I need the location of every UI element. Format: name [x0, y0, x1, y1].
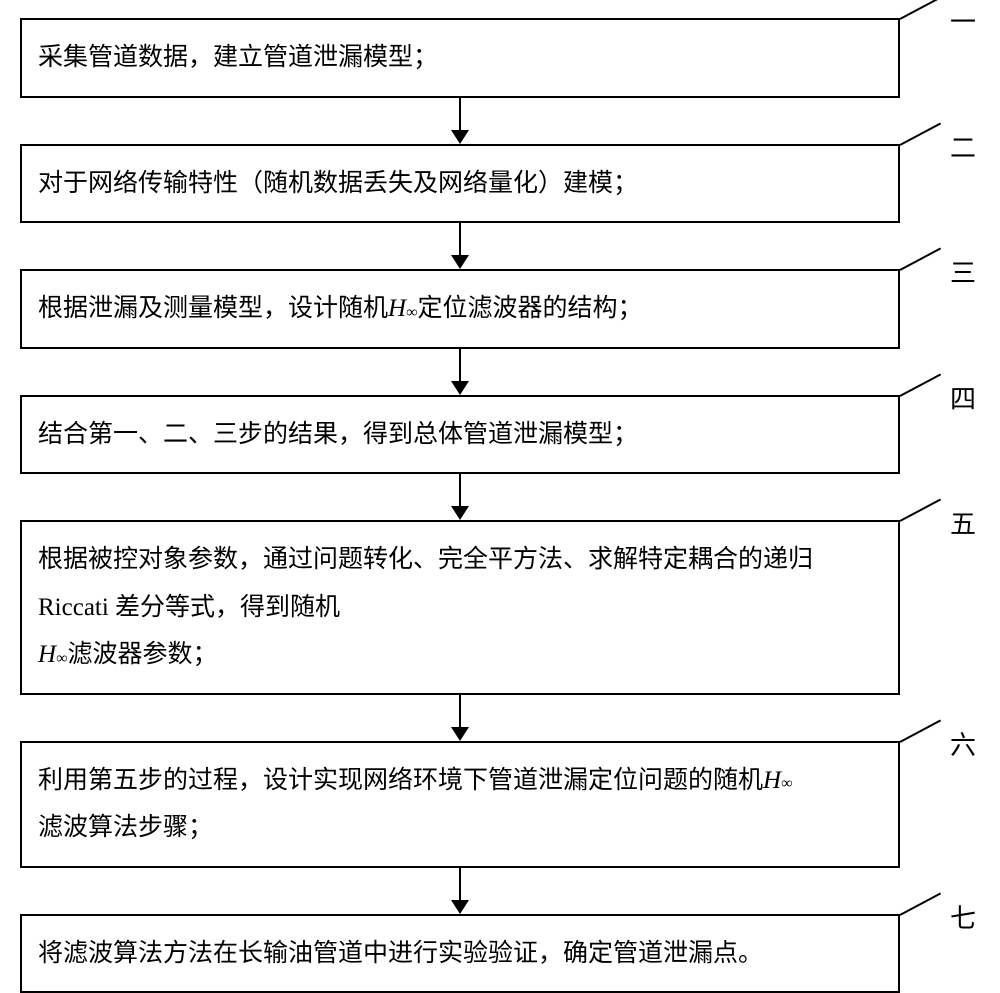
arrow-stem	[459, 474, 461, 508]
arrow-stem	[459, 223, 461, 257]
flow-step-box: 根据泄漏及测量模型，设计随机 H∞ 定位滤波器的结构；	[20, 269, 900, 349]
step-text-segment: ∞	[406, 298, 417, 328]
step-text-segment: 滤波器参数；	[67, 631, 217, 679]
label-connector-line	[900, 373, 942, 396]
flow-step-box: 将滤波算法方法在长输油管道中进行实验验证，确定管道泄漏点。	[20, 914, 900, 993]
flow-step-box: 利用第五步的过程，设计实现网络环境下管道泄漏定位问题的随机 H∞ 滤波算法步骤；	[20, 741, 900, 868]
flow-arrow	[20, 223, 900, 269]
flow-step-row: 结合第一、二、三步的结果，得到总体管道泄漏模型；四	[20, 395, 980, 475]
flow-arrow	[20, 868, 900, 914]
step-number-label: 二	[938, 128, 988, 165]
flow-arrow	[20, 695, 900, 741]
step-number-label: 四	[938, 379, 988, 416]
step-text-segment: H	[388, 285, 406, 333]
flow-step-row: 根据被控对象参数，通过问题转化、完全平方法、求解特定耦合的递归 Riccati …	[20, 520, 980, 695]
step-number-label: 七	[938, 898, 988, 935]
arrow-stem	[459, 349, 461, 383]
arrow-head-icon	[451, 130, 469, 144]
step-number-label: 一	[938, 2, 988, 39]
label-connector-line	[900, 499, 942, 522]
arrow-head-icon	[451, 381, 469, 395]
step-text-segment: ∞	[56, 644, 67, 674]
flow-arrow	[20, 349, 900, 395]
step-text-segment: 采集管道数据，建立管道泄漏模型；	[38, 34, 438, 82]
label-connector-line	[900, 719, 942, 742]
flow-step-row: 利用第五步的过程，设计实现网络环境下管道泄漏定位问题的随机 H∞ 滤波算法步骤；…	[20, 741, 980, 868]
flow-step-row: 根据泄漏及测量模型，设计随机 H∞ 定位滤波器的结构；三	[20, 269, 980, 349]
step-text-segment: H	[38, 631, 56, 679]
step-text-segment: H	[763, 757, 781, 805]
label-connector-line	[900, 122, 942, 145]
label-connector-line	[900, 0, 942, 20]
arrow-stem	[459, 868, 461, 902]
step-text-segment: 结合第一、二、三步的结果，得到总体管道泄漏模型；	[38, 411, 638, 459]
step-number-label: 六	[938, 725, 988, 762]
flow-step-box: 根据被控对象参数，通过问题转化、完全平方法、求解特定耦合的递归 Riccati …	[20, 520, 900, 695]
flow-step-box: 采集管道数据，建立管道泄漏模型；	[20, 18, 900, 98]
step-text-segment: 滤波算法步骤；	[38, 804, 213, 852]
step-text-segment: 根据泄漏及测量模型，设计随机	[38, 285, 388, 333]
step-text-segment: 利用第五步的过程，设计实现网络环境下管道泄漏定位问题的随机	[38, 757, 763, 805]
flow-step-row: 对于网络传输特性（随机数据丢失及网络量化）建模；二	[20, 144, 980, 224]
arrow-head-icon	[451, 255, 469, 269]
arrow-head-icon	[451, 727, 469, 741]
flow-step-row: 采集管道数据，建立管道泄漏模型；一	[20, 18, 980, 98]
step-text-segment: 对于网络传输特性（随机数据丢失及网络量化）建模；	[38, 160, 638, 208]
flowchart-container: 采集管道数据，建立管道泄漏模型；一对于网络传输特性（随机数据丢失及网络量化）建模…	[20, 18, 980, 993]
arrow-head-icon	[451, 506, 469, 520]
step-number-label: 三	[938, 253, 988, 290]
arrow-stem	[459, 98, 461, 132]
flow-step-box: 结合第一、二、三步的结果，得到总体管道泄漏模型；	[20, 395, 900, 475]
label-connector-line	[900, 892, 942, 915]
step-text-segment: 定位滤波器的结构；	[417, 285, 642, 333]
step-number-label: 五	[938, 504, 988, 541]
flow-arrow	[20, 474, 900, 520]
label-connector-line	[900, 248, 942, 271]
arrow-stem	[459, 695, 461, 729]
flow-step-box: 对于网络传输特性（随机数据丢失及网络量化）建模；	[20, 144, 900, 224]
flow-arrow	[20, 98, 900, 144]
step-text-segment: 将滤波算法方法在长输油管道中进行实验验证，确定管道泄漏点。	[38, 930, 763, 978]
step-text-segment: ∞	[781, 769, 792, 799]
arrow-head-icon	[451, 900, 469, 914]
step-text-segment: 根据被控对象参数，通过问题转化、完全平方法、求解特定耦合的递归 Riccati …	[38, 536, 882, 631]
flow-step-row: 将滤波算法方法在长输油管道中进行实验验证，确定管道泄漏点。七	[20, 914, 980, 993]
